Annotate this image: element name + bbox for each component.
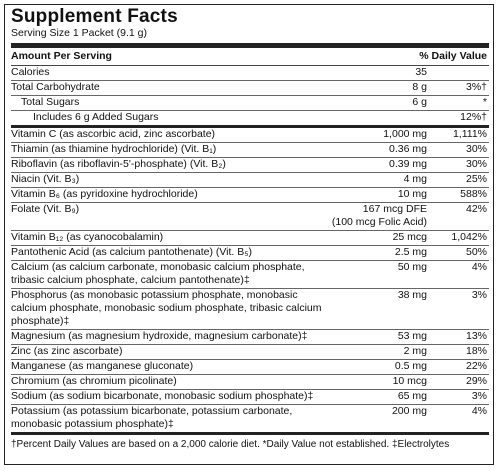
row-dv: 30% <box>465 158 487 170</box>
row-name: Vitamin B₆ (as pyridoxine hydrochloride) <box>11 188 198 200</box>
row-dv: 30% <box>465 143 487 155</box>
table-row: Vitamin B₆ (as pyridoxine hydrochloride)… <box>11 187 489 202</box>
row-name: Manganese (as manganese gluconate) <box>11 360 194 372</box>
row-dv: 12%† <box>460 111 487 123</box>
row-name: Calories <box>11 66 50 78</box>
row-amount: 25 mcg <box>392 231 427 243</box>
row-name: Phosphorus (as monobasic potassium phosp… <box>11 289 322 327</box>
row-name: Sodium (as sodium bicarbonate, monobasic… <box>11 390 314 402</box>
row-amount: 35 <box>415 66 427 78</box>
row-name: Riboflavin (as riboflavin-5'-phosphate) … <box>11 158 226 170</box>
footer-note: †Percent Daily Values are based on a 2,0… <box>11 439 450 450</box>
row-name: Includes 6 g Added Sugars <box>33 111 159 123</box>
row-name: Total Sugars <box>21 96 80 108</box>
row-dv: 18% <box>465 345 487 357</box>
row-dv: 4% <box>471 261 487 273</box>
table-row: Riboflavin (as riboflavin-5'-phosphate) … <box>11 157 489 172</box>
row-amount: 1,000 mg <box>383 128 427 140</box>
row-dv: 22% <box>465 360 487 372</box>
row-amount: 2.5 mg <box>394 246 427 258</box>
table-row: Folate (Vit. B₉) 167 mcg DFE (100 mcg Fol… <box>11 202 489 230</box>
row-amount: 8 g <box>412 81 427 93</box>
row-amount: 38 mg <box>397 289 427 301</box>
header-dv: % Daily Value <box>419 50 487 62</box>
row-dv: 42% <box>465 203 487 215</box>
header-amount: Amount Per Serving <box>11 50 112 62</box>
table-row: Zinc (as zinc ascorbate) 2 mg 18% <box>11 344 489 359</box>
row-amount: 53 mg <box>397 330 427 342</box>
table-row: Calcium (as calcium carbonate, monobasic… <box>11 260 489 288</box>
table-row: Magnesium (as magnesium hydroxide, magne… <box>11 329 489 344</box>
table-row: Pantothenic Acid (as calcium pantothenat… <box>11 245 489 260</box>
row-amount: 10 mcg <box>392 375 427 387</box>
table-row: Chromium (as chromium picolinate) 10 mcg 2… <box>11 374 489 389</box>
row-name: Niacin (Vit. B₃) <box>11 173 80 185</box>
table-row: Thiamin (as thiamine hydrochloride) (Vit… <box>11 142 489 157</box>
row-dv: 4% <box>471 405 487 417</box>
panel-title: Supplement Facts <box>11 6 178 27</box>
table-row: Total Carbohydrate 8 g 3%† <box>11 80 489 95</box>
row-amount: 0.39 mg <box>389 158 427 170</box>
row-name: Zinc (as zinc ascorbate) <box>11 345 123 357</box>
table-row: Calories 35 <box>11 66 489 80</box>
row-amount: 4 mg <box>403 173 427 185</box>
row-dv: 3%† <box>465 81 487 93</box>
table-row: Vitamin B₁₂ (as cyanocobalamin) 25 mcg 1,0… <box>11 230 489 245</box>
row-name: Vitamin C (as ascorbic acid, zinc ascorb… <box>11 128 216 140</box>
row-amount: 65 mg <box>397 390 427 402</box>
row-name: Calcium (as calcium carbonate, monobasic… <box>11 261 305 286</box>
table-row: Sodium (as sodium bicarbonate, monobasic… <box>11 389 489 404</box>
table-row: Includes 6 g Added Sugars 12%† <box>11 110 489 125</box>
table-row: Vitamin C (as ascorbic acid, zinc ascorb… <box>11 125 489 142</box>
table-row: Phosphorus (as monobasic potassium phosp… <box>11 288 489 329</box>
table-row: Manganese (as manganese gluconate) 0.5 mg… <box>11 359 489 374</box>
table-row: Potassium (as potassium bicarbonate, pot… <box>11 404 489 432</box>
row-dv: 1,042% <box>451 231 487 243</box>
row-name: Total Carbohydrate <box>11 81 100 93</box>
row-dv: 50% <box>465 246 487 258</box>
supplement-facts-panel: Supplement Facts Serving Size 1 Packet (… <box>4 4 494 465</box>
row-amount: 6 g <box>412 96 427 108</box>
row-amount: 167 mcg DFE (100 mcg Folic Acid) <box>331 203 427 228</box>
row-amount: 0.5 mg <box>394 360 427 372</box>
row-name: Magnesium (as magnesium hydroxide, magne… <box>11 330 308 342</box>
row-amount: 0.36 mg <box>389 143 427 155</box>
table-row: Total Sugars 6 g * <box>11 95 489 110</box>
row-name: Vitamin B₁₂ (as cyanocobalamin) <box>11 231 164 243</box>
row-dv: 1,111% <box>452 128 487 140</box>
serving-size: Serving Size 1 Packet (9.1 g) <box>11 27 147 39</box>
row-dv: 3% <box>471 289 487 301</box>
row-amount: 10 mg <box>397 188 427 200</box>
row-amount: 50 mg <box>397 261 427 273</box>
row-dv: 13% <box>465 330 487 342</box>
row-name: Potassium (as potassium bicarbonate, pot… <box>11 405 293 430</box>
row-dv: 25% <box>465 173 487 185</box>
row-name: Pantothenic Acid (as calcium pantothenat… <box>11 246 252 258</box>
row-amount: 200 mg <box>391 405 427 417</box>
row-dv: * <box>482 96 487 108</box>
table-header: Amount Per Serving % Daily Value <box>11 48 489 65</box>
row-dv: 29% <box>465 375 487 387</box>
row-name: Folate (Vit. B₉) <box>11 203 80 215</box>
row-dv: 3% <box>471 390 487 402</box>
row-amount: 2 mg <box>403 345 427 357</box>
row-name: Thiamin (as thiamine hydrochloride) (Vit… <box>11 143 217 155</box>
row-dv: 588% <box>460 188 487 200</box>
table-row: Niacin (Vit. B₃) 4 mg 25% <box>11 172 489 187</box>
row-name: Chromium (as chromium picolinate) <box>11 375 177 387</box>
